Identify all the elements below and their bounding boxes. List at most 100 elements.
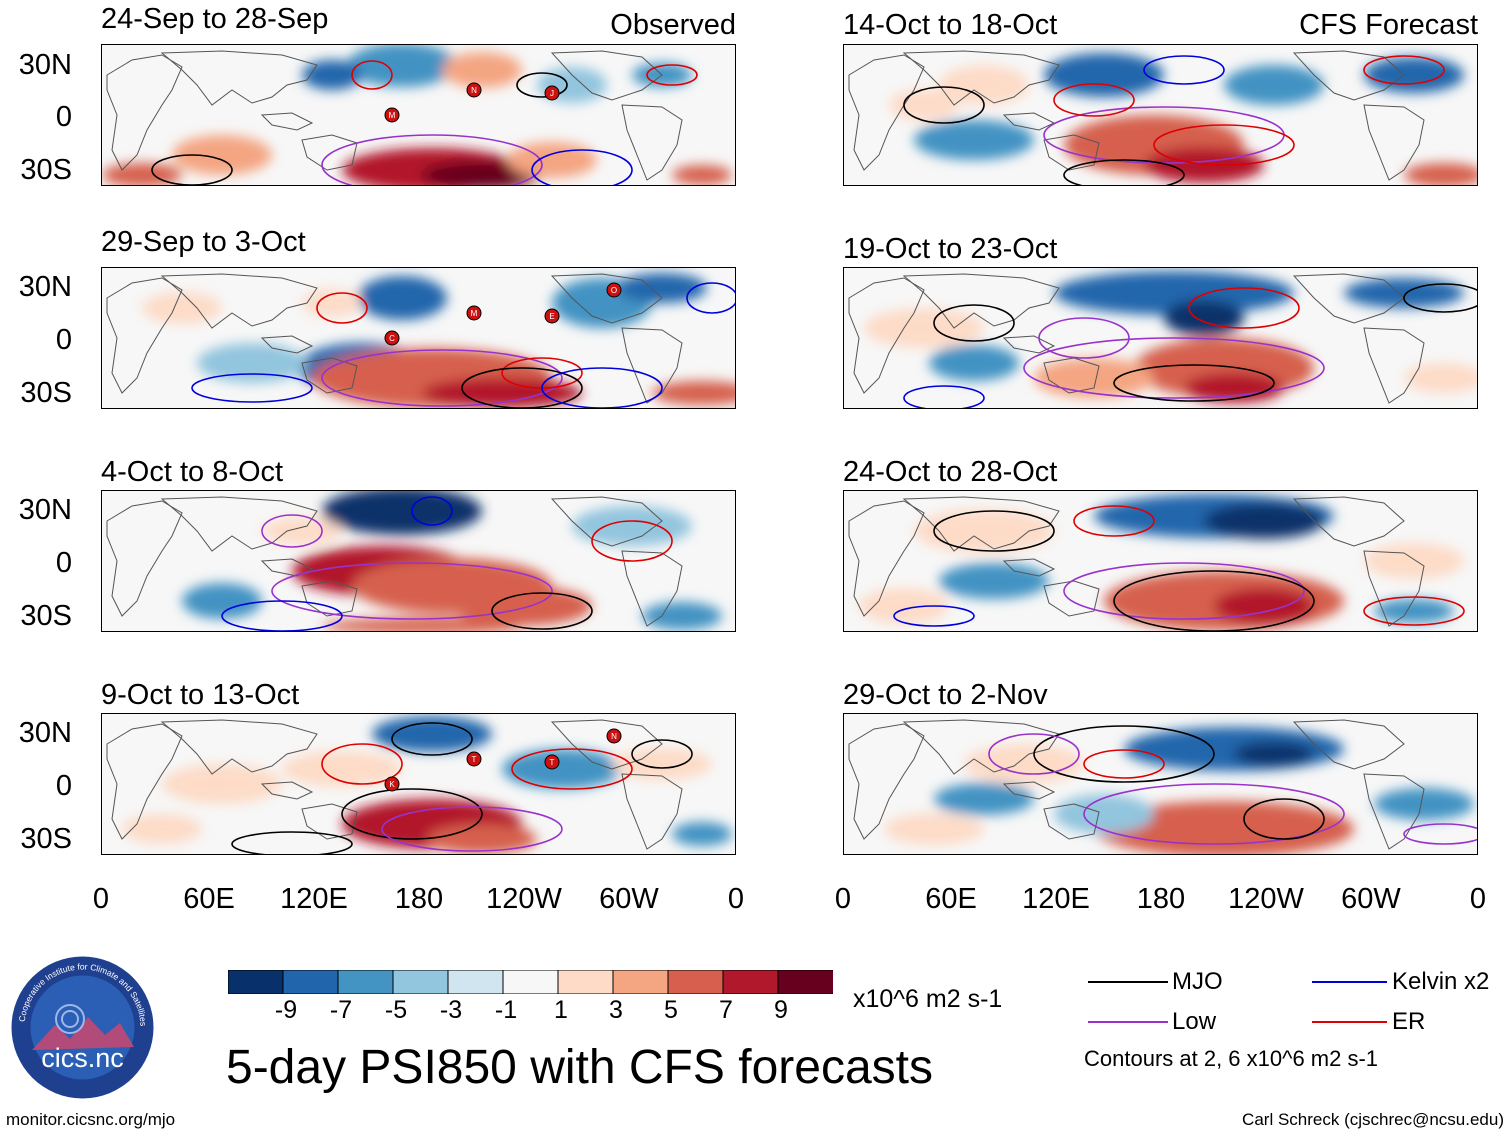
legend-label-er: ER: [1392, 1008, 1426, 1035]
lon-label: 0: [92, 883, 110, 915]
panel-tag-observed: Observed: [610, 9, 736, 41]
anomaly-region: [172, 135, 272, 175]
wave-contour: [1083, 783, 1345, 845]
coastline: [1043, 580, 1100, 617]
wave-contour: [1063, 562, 1305, 620]
legend-line-mjo: [1088, 981, 1168, 983]
wave-contour: [516, 72, 568, 98]
anomaly-region: [142, 292, 222, 324]
anomaly-region: [1374, 788, 1474, 820]
anomaly-region: [182, 583, 262, 619]
anomaly-region: [502, 749, 622, 789]
wave-contour: [1153, 124, 1295, 166]
anomaly-region: [1214, 588, 1314, 624]
colorbar-swatch: [612, 969, 669, 995]
wave-contour: [341, 788, 483, 840]
coastline: [301, 134, 358, 171]
storm-marker-label: E: [549, 312, 554, 321]
storm-marker: [384, 776, 400, 792]
anomaly-region: [1224, 65, 1324, 105]
lon-label: 180: [394, 883, 444, 915]
coastline: [260, 335, 314, 354]
anomaly-region: [884, 813, 984, 845]
anomaly-region: [427, 824, 537, 854]
anomaly-region: [1364, 57, 1464, 93]
anomaly-region: [1164, 300, 1244, 336]
wave-contour: [1023, 337, 1325, 399]
storm-marker-label: O: [611, 286, 617, 295]
anomaly-region: [612, 748, 712, 780]
lat-label-30n: 30N: [18, 271, 72, 303]
panel-title-obs3: 4-Oct to 8-Oct: [101, 456, 284, 488]
wave-contour: [1243, 798, 1325, 840]
coastline: [1363, 550, 1425, 627]
coastline: [848, 723, 925, 840]
anomaly-region: [652, 381, 735, 405]
footer-url: monitor.cicsnc.org/mjo: [6, 1110, 176, 1129]
lon-label: 180: [1136, 883, 1186, 915]
wave-contour: [1403, 283, 1477, 313]
coastline: [1002, 781, 1056, 800]
colorbar-label: -7: [329, 996, 353, 1024]
colorbar-swatch: [337, 969, 394, 995]
anomaly-region: [1404, 363, 1477, 393]
lon-label: 0: [727, 883, 745, 915]
lat-label-30n: 30N: [18, 49, 72, 81]
wave-contour: [511, 748, 633, 790]
wave-contour: [391, 722, 473, 756]
map-panel-obs1: N M J: [101, 44, 736, 186]
anomaly-region: [1204, 503, 1324, 539]
anomaly-region: [672, 165, 732, 185]
lat-label-30n: 30N: [18, 494, 72, 526]
anomaly-region: [282, 751, 402, 787]
coastline: [1292, 273, 1405, 324]
colorbar-label: 9: [774, 996, 788, 1024]
colorbar-swatch: [667, 969, 724, 995]
anomaly-region: [1234, 742, 1314, 766]
wave-contour: [221, 600, 343, 631]
anomaly-region: [452, 586, 592, 626]
wave-contour: [1113, 364, 1275, 402]
storm-marker: [384, 107, 400, 123]
lat-label-eq: 0: [55, 547, 72, 579]
logo-text: cics.nc: [41, 1043, 124, 1073]
lat-label-30s: 30S: [20, 377, 72, 409]
lat-label-30n: 30N: [18, 717, 72, 749]
storm-marker-label: C: [389, 334, 395, 343]
colorbar-label: 7: [719, 996, 733, 1024]
colorbar-units: x10^6 m2 s-1: [853, 985, 1003, 1013]
wave-contour: [631, 739, 693, 769]
anomaly-region: [914, 509, 1054, 553]
colorbar-swatch: [282, 969, 339, 995]
wave-contour: [151, 154, 233, 185]
coastline: [1363, 104, 1425, 181]
lon-label: 60E: [183, 883, 235, 915]
map-panel-obs2: M C E O: [101, 267, 736, 409]
storm-marker: [466, 82, 482, 98]
anomaly-region: [1054, 794, 1154, 834]
coastline: [1043, 803, 1100, 840]
colorbar: [227, 969, 834, 995]
coastline: [260, 112, 314, 131]
wave-contour: [903, 86, 985, 124]
wave-contour: [261, 514, 323, 548]
map-panel-fc3: [843, 490, 1478, 632]
wave-contour: [1363, 55, 1445, 85]
anomaly-region: [939, 65, 1029, 105]
wave-contour: [1073, 505, 1155, 537]
wave-contour: [933, 510, 1055, 552]
lon-label: 60E: [925, 883, 977, 915]
coastline: [902, 719, 1060, 775]
lat-label-30s: 30S: [20, 600, 72, 632]
wave-contour: [491, 592, 593, 630]
anomaly-region: [864, 308, 984, 348]
main-title: 5-day PSI850 with CFS forecasts: [226, 1041, 933, 1094]
cicsnc-logo: Cooperative Institute for Climate and Sa…: [10, 955, 155, 1100]
wave-contour: [411, 496, 453, 526]
lon-label: 0: [1469, 883, 1487, 915]
map-panel-fc2: [843, 267, 1478, 409]
anomaly-region: [1364, 543, 1464, 579]
wave-contour: [231, 831, 353, 854]
colorbar-label: 3: [609, 996, 623, 1024]
coastline: [550, 273, 663, 324]
